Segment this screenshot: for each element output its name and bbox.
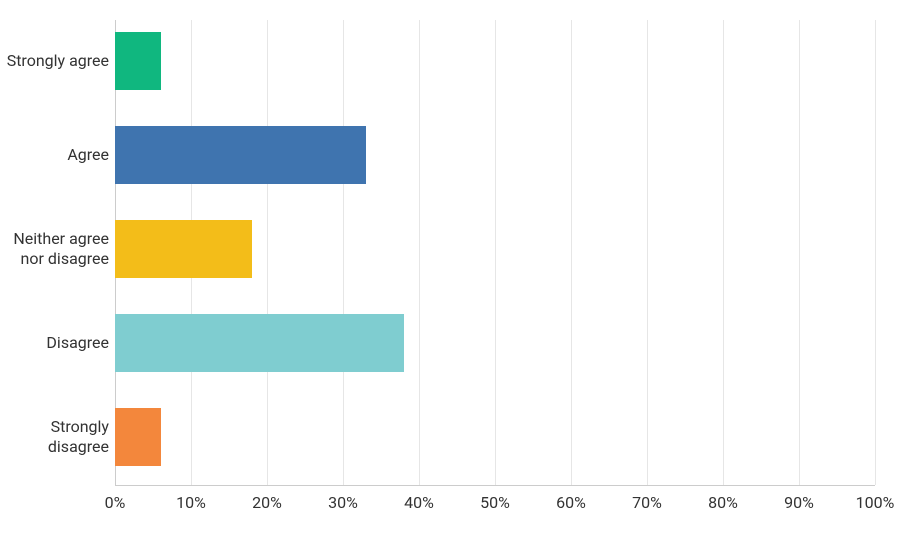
x-label: 20% <box>252 493 282 512</box>
grid-line <box>647 20 648 485</box>
x-label: 10% <box>176 493 206 512</box>
grid-line <box>419 20 420 485</box>
grid-line <box>799 20 800 485</box>
x-label: 60% <box>556 493 586 512</box>
y-label-agree: Agree <box>0 145 109 165</box>
y-axis-labels: Strongly agree Agree Neither agreenor di… <box>0 0 115 540</box>
x-label: 80% <box>708 493 738 512</box>
plot-area <box>115 20 875 486</box>
bar-neither <box>115 220 252 278</box>
grid-line <box>343 20 344 485</box>
grid-line <box>723 20 724 485</box>
grid-line <box>571 20 572 485</box>
grid-line <box>495 20 496 485</box>
bar-agree <box>115 126 366 184</box>
x-label: 0% <box>105 493 126 512</box>
grid-line <box>267 20 268 485</box>
likert-bar-chart: Strongly agree Agree Neither agreenor di… <box>0 0 900 540</box>
x-label: 50% <box>480 493 510 512</box>
bar-disagree <box>115 314 404 372</box>
x-label: 90% <box>784 493 814 512</box>
grid-line <box>875 20 876 485</box>
y-label-strongly-agree: Strongly agree <box>0 51 109 71</box>
bar-strongly-disagree <box>115 408 161 466</box>
x-axis-labels: 0% 10% 20% 30% 40% 50% 60% 70% 80% 90% 1… <box>115 493 875 523</box>
bar-strongly-agree <box>115 32 161 90</box>
y-label-disagree: Disagree <box>0 333 109 353</box>
x-label: 40% <box>404 493 434 512</box>
x-label: 70% <box>632 493 662 512</box>
x-label: 30% <box>328 493 358 512</box>
y-label-neither: Neither agreenor disagree <box>0 229 109 269</box>
x-label: 100% <box>856 493 895 512</box>
y-label-strongly-disagree: Stronglydisagree <box>0 417 109 457</box>
